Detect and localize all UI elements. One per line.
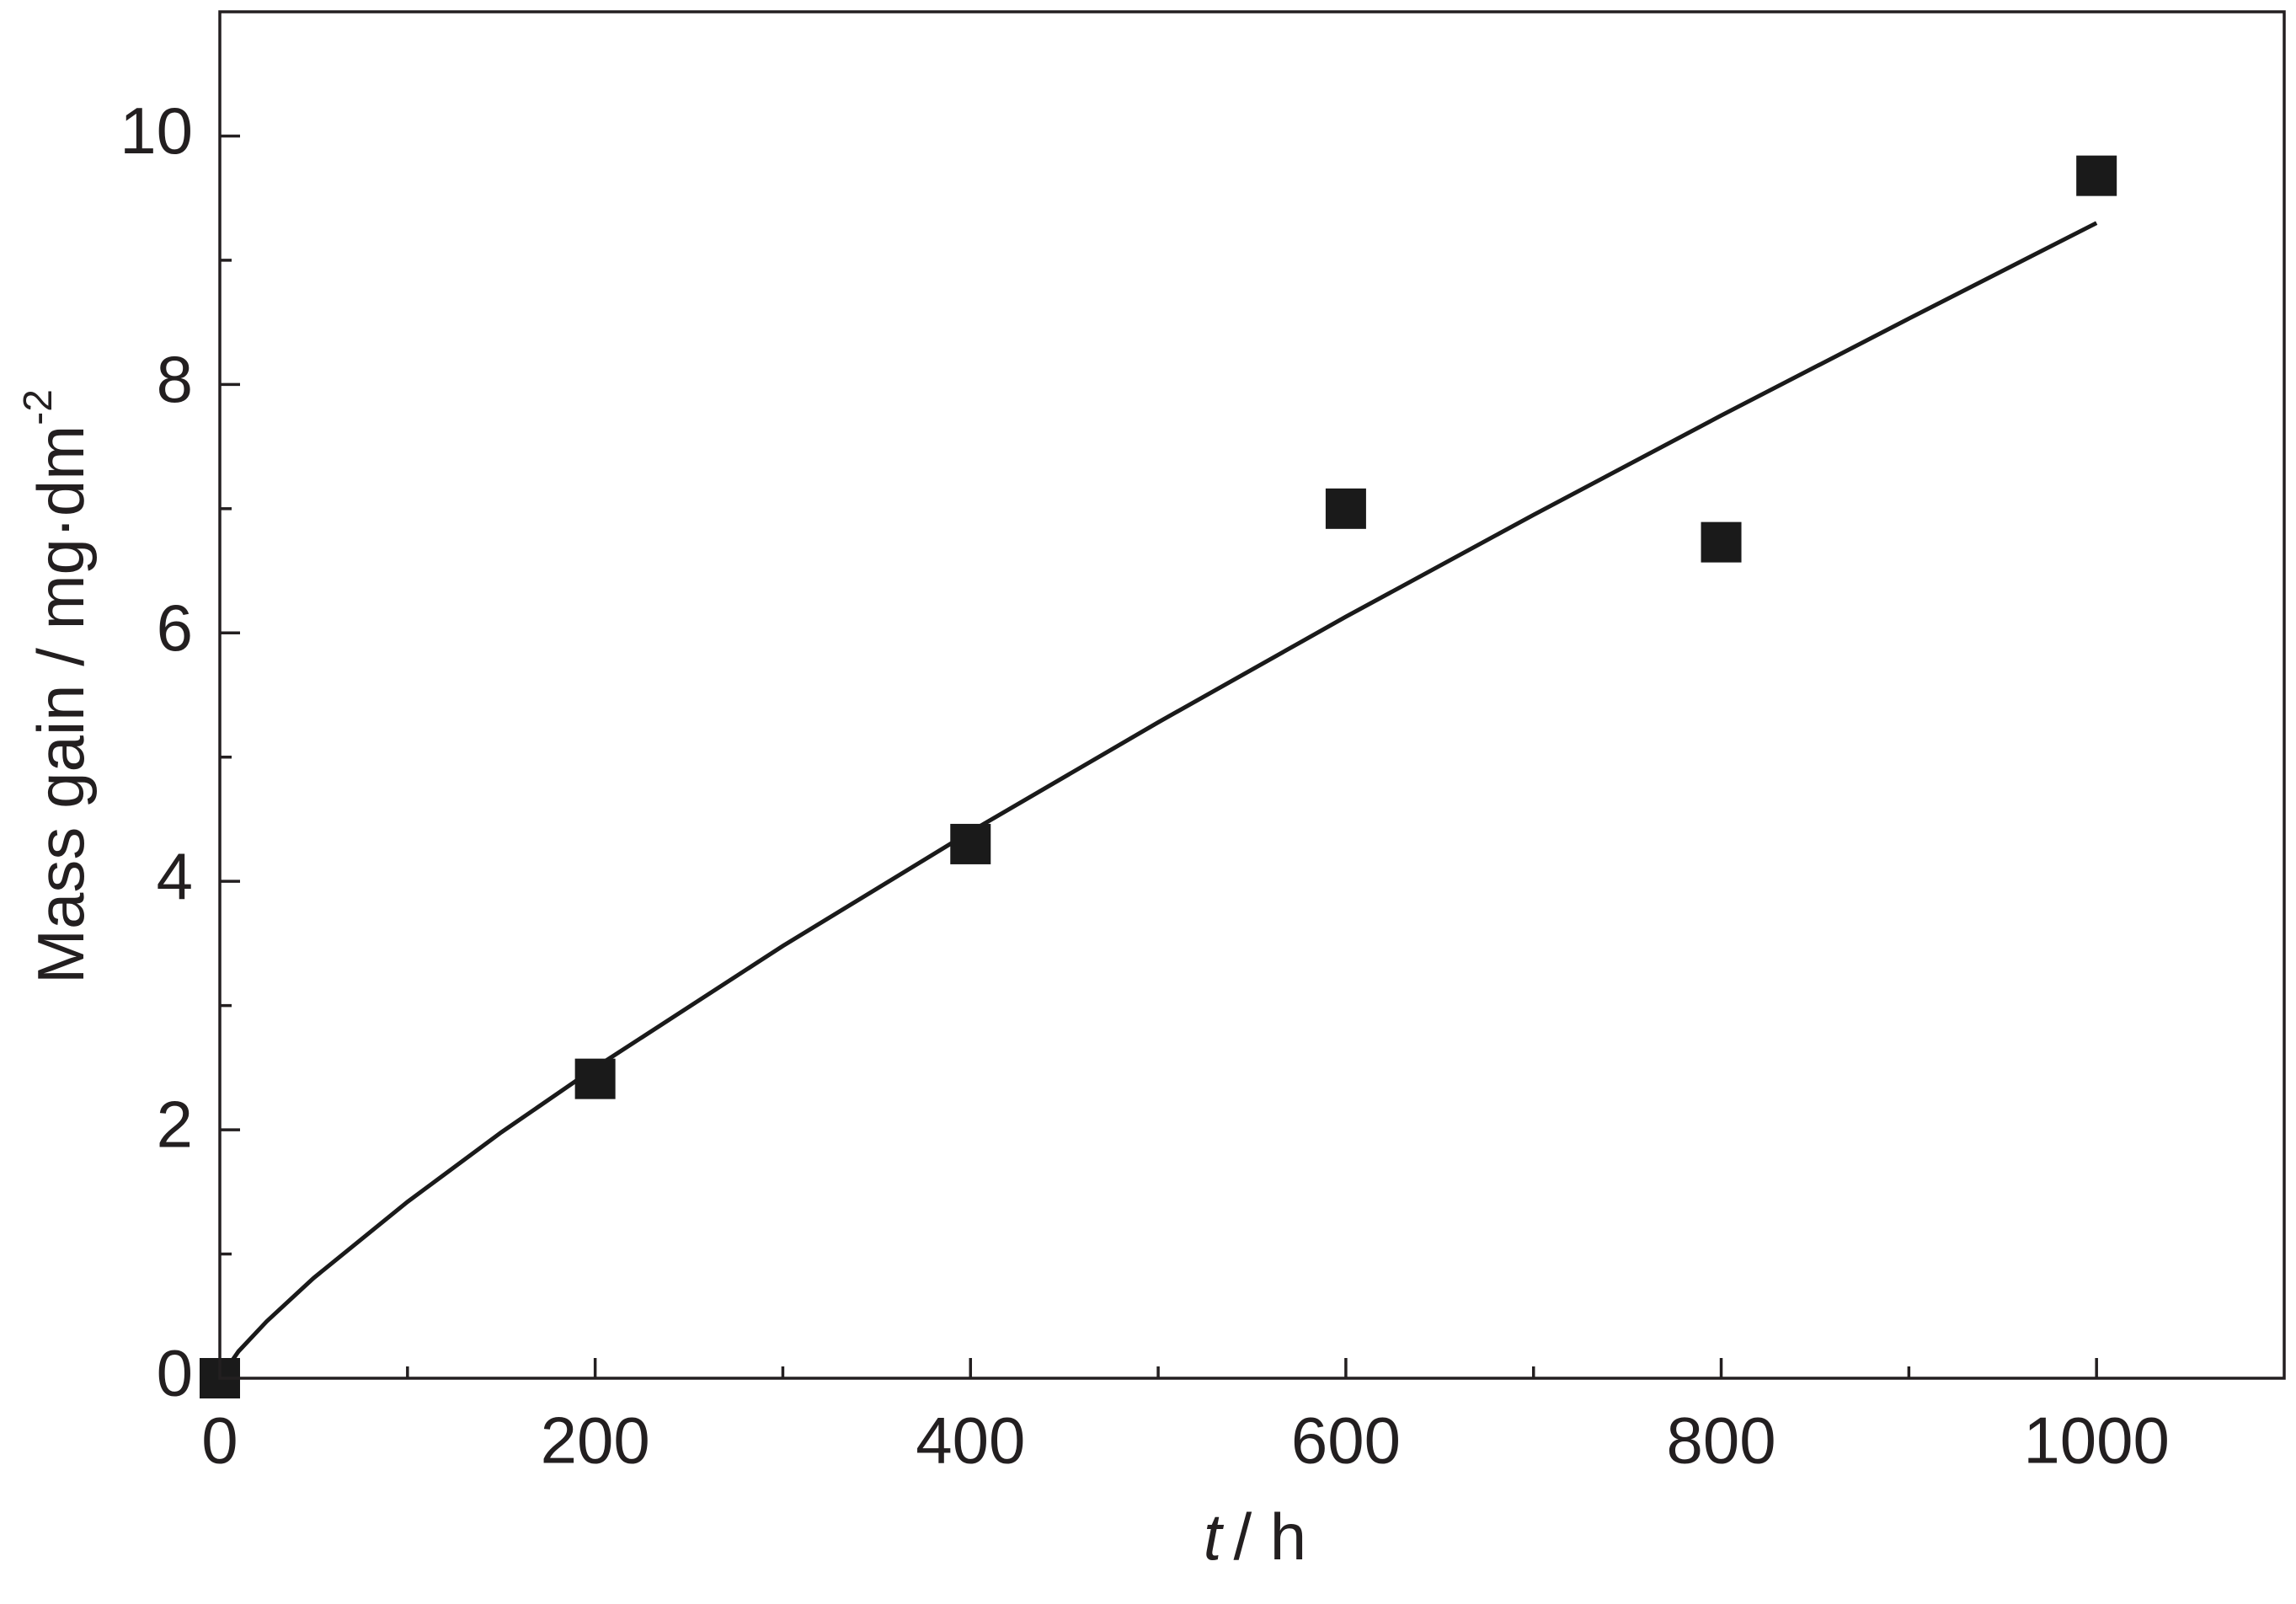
y-axis-label: Mass gain / mg·dm-2 [16, 389, 98, 984]
x-tick-label: 1000 [2023, 1404, 2170, 1478]
fit-line [217, 221, 2098, 1380]
plot-frame [218, 10, 2286, 1380]
y-tick-label: 6 [157, 591, 193, 665]
x-axis-label: t / h [1204, 1500, 1306, 1574]
x-tick-label: 200 [541, 1404, 650, 1478]
data-point [1325, 488, 1366, 529]
y-axis-label-text: Mass gain / mg·dm [24, 425, 98, 984]
data-point [950, 823, 991, 864]
x-tick-label: 0 [201, 1404, 238, 1478]
y-tick-label: 10 [120, 94, 193, 168]
y-tick-label: 0 [157, 1336, 193, 1410]
data-point [574, 1058, 616, 1099]
x-tick-label: 400 [916, 1404, 1025, 1478]
y-tick-label: 2 [157, 1088, 193, 1162]
x-tick-label: 800 [1666, 1404, 1775, 1478]
y-tick-label: 4 [157, 839, 193, 913]
y-axis-label-sup: -2 [16, 389, 61, 425]
x-tick-label: 600 [1291, 1404, 1401, 1478]
x-axis-label-unit: / h [1233, 1500, 1306, 1574]
data-point [1701, 521, 1742, 563]
x-axis-label-symbol: t [1204, 1500, 1225, 1574]
data-point [2076, 155, 2117, 196]
y-tick-label: 8 [157, 342, 193, 416]
